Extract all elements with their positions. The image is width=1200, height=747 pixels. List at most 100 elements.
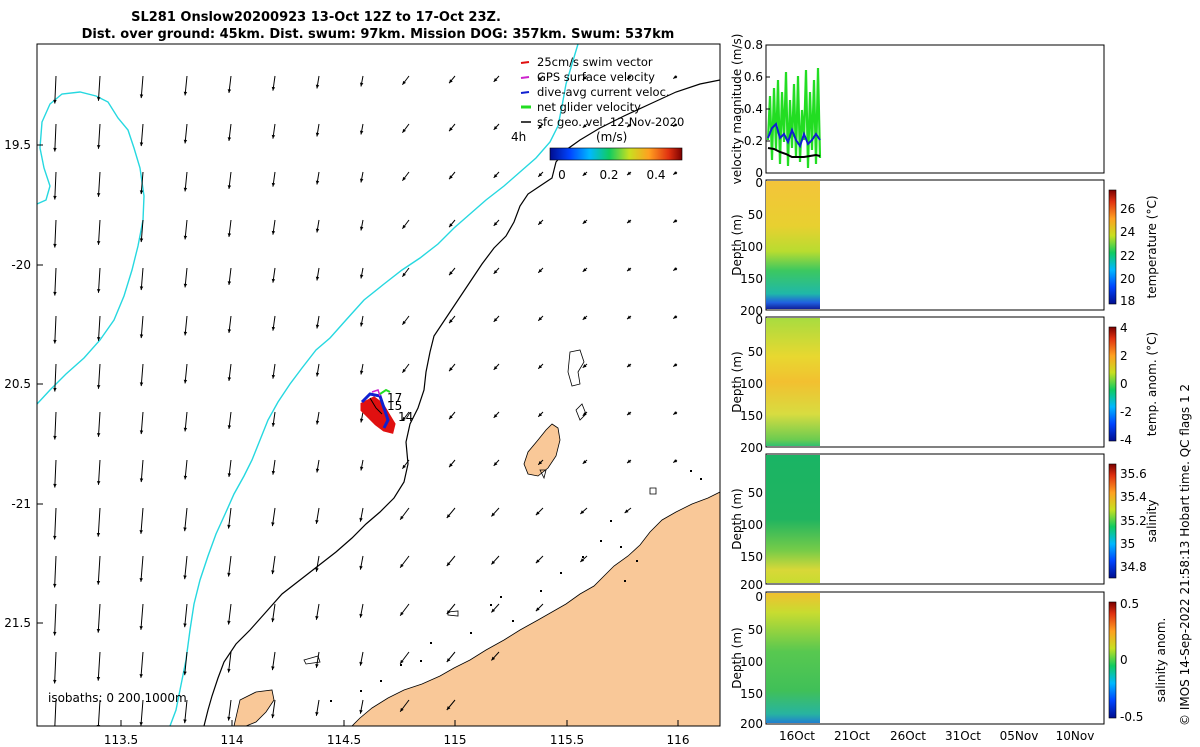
- lat-tick-20: -20: [11, 258, 31, 272]
- tanom-depth-tick-100: 100: [740, 377, 763, 391]
- geo-vector-head: [96, 193, 101, 197]
- geo-vector-head: [96, 145, 101, 149]
- geo-vector-head: [96, 289, 101, 293]
- island-small-left: [233, 689, 275, 726]
- geo-vector-head: [582, 172, 587, 176]
- geo-vector-head: [139, 722, 143, 726]
- velocity-ytick-0.2: 0.2: [744, 134, 763, 148]
- geo-vector-head: [183, 671, 187, 676]
- time-tick-16Oct: 16Oct: [779, 729, 815, 743]
- sanom-depth-tick-150: 150: [740, 687, 763, 701]
- geo-vector-head: [183, 187, 188, 192]
- sal-anom-colorbar: [1108, 601, 1117, 719]
- geo-vector-head: [227, 329, 232, 333]
- lon-tick-114: 114: [221, 733, 244, 747]
- geo-vector-head: [493, 270, 498, 274]
- geo-vector-head: [139, 94, 144, 99]
- geo-vector: [97, 603, 101, 633]
- sal-depth-tick-200: 200: [740, 578, 763, 592]
- geo-vector-head: [359, 661, 363, 666]
- geo-vector-head: [183, 719, 187, 724]
- geo-vector-head: [315, 663, 319, 668]
- geo-vector-head: [627, 219, 631, 224]
- geo-vector-head: [96, 628, 101, 633]
- temp-depth-tick-0: 0: [755, 176, 763, 190]
- geo-vector-head: [673, 315, 678, 319]
- geo-vector: [54, 267, 57, 296]
- geo-vector: [140, 363, 144, 387]
- geo-vector: [54, 315, 57, 344]
- geo-vector-head: [582, 316, 587, 320]
- geo-vector-head: [673, 267, 678, 271]
- sanom-ylabel: Depth (m): [730, 627, 744, 688]
- geo-vector-head: [183, 575, 187, 580]
- sfc-geo-velocity-field: [53, 75, 678, 726]
- geo-vector-head: [139, 674, 143, 678]
- geo-vector: [54, 219, 57, 248]
- geo-vector-head: [449, 127, 453, 132]
- sal-anom-heatmap: [766, 593, 820, 723]
- geo-vector-head: [493, 414, 498, 418]
- track-label-15: 15: [387, 399, 402, 413]
- geo-vector-head: [580, 510, 585, 514]
- geo-vector-head: [271, 230, 276, 235]
- geo-vector-head: [493, 78, 498, 82]
- geo-vector-head: [53, 243, 57, 248]
- geo-vector-head: [359, 178, 364, 183]
- geo-vector-head: [535, 511, 540, 516]
- geo-vector-head: [538, 412, 543, 417]
- geo-vector-head: [449, 463, 453, 468]
- geo-vector-head: [493, 174, 498, 178]
- velocity-panel: 0 0.2 0.4 0.6 0.8 velocity magnitude (m/…: [730, 34, 1105, 184]
- geo-vector: [140, 315, 144, 339]
- velocity-series-geo: [767, 147, 821, 158]
- lat-tick-21.5: 21.5: [4, 616, 31, 630]
- geo-vector-head: [53, 339, 57, 344]
- geo-vector-head: [627, 363, 631, 368]
- track-dive-avg-current: [360, 392, 390, 429]
- geo-vector-head: [673, 411, 678, 415]
- tanom-cb-tick-4: 4: [1120, 321, 1128, 335]
- geo-vector: [140, 267, 144, 291]
- geo-vector-head: [491, 560, 496, 565]
- legend-item-dac: dive-avg current veloc.: [520, 85, 670, 99]
- geo-vector-head: [227, 137, 232, 141]
- sal-depth-tick-150: 150: [740, 550, 763, 564]
- geo-vector-head: [538, 316, 543, 321]
- geo-vector-head: [582, 220, 587, 224]
- geo-vector-head: [582, 268, 587, 272]
- geo-vector-head: [446, 706, 451, 711]
- geo-vector-head: [271, 666, 275, 671]
- geo-vector-head: [139, 530, 143, 534]
- geo-vector-head: [449, 319, 453, 324]
- geo-vector-head: [493, 126, 498, 130]
- geo-vector-head: [53, 147, 57, 152]
- geo-vector-head: [96, 580, 101, 585]
- speed-colorbar: [549, 147, 683, 161]
- geo-vector-head: [359, 565, 363, 570]
- tanom-cb-tick--2: -2: [1120, 405, 1132, 419]
- velocity-ytick-0.6: 0.6: [744, 70, 763, 84]
- time-tick-31Oct: 31Oct: [945, 729, 981, 743]
- temp-cb-tick-22: 22: [1120, 249, 1135, 263]
- tanom-ylabel: Depth (m): [730, 351, 744, 412]
- geo-vector-head: [400, 515, 404, 520]
- geo-vector: [140, 507, 144, 534]
- geo-vector-head: [582, 460, 587, 464]
- geo-vector-head: [227, 281, 232, 285]
- lon-tick-113.5: 113.5: [104, 733, 138, 747]
- geo-vector: [54, 507, 57, 540]
- geo-vector-head: [493, 318, 498, 322]
- geo-vector-head: [271, 714, 275, 719]
- geo-vector-head: [271, 278, 276, 283]
- island-large: [523, 423, 561, 477]
- geo-vector: [184, 651, 188, 676]
- geo-vector-head: [673, 171, 678, 175]
- geo-vector-head: [315, 132, 320, 137]
- geo-vector-head: [315, 420, 320, 425]
- salinity-colorbar: [1108, 463, 1117, 579]
- lon-tick-116: 116: [667, 733, 690, 747]
- geo-vector-head: [183, 139, 188, 144]
- isobath-cyan: [37, 44, 579, 726]
- geo-vector-head: [449, 79, 453, 84]
